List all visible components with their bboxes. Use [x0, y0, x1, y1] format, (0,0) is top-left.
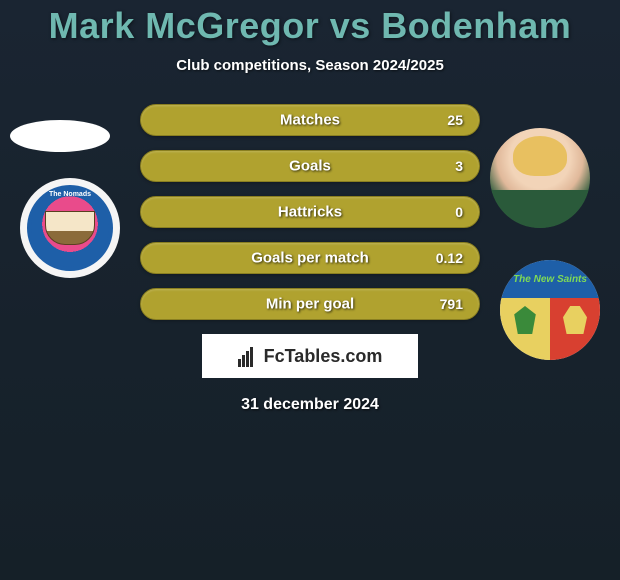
stat-label: Min per goal [266, 296, 354, 313]
stats-area: Matches 25 Goals 3 Hattricks 0 Goals per… [0, 104, 620, 320]
stat-value-right: 0 [455, 204, 463, 220]
stat-label: Goals per match [251, 250, 369, 267]
stat-bar-hattricks: Hattricks 0 [140, 196, 480, 228]
stat-value-right: 25 [447, 112, 463, 128]
stat-label: Matches [280, 112, 340, 129]
bar-chart-icon [238, 345, 260, 367]
stat-bar-min-per-goal: Min per goal 791 [140, 288, 480, 320]
stat-bar-goals-per-match: Goals per match 0.12 [140, 242, 480, 274]
stat-bar-matches: Matches 25 [140, 104, 480, 136]
subtitle: Club competitions, Season 2024/2025 [0, 57, 620, 74]
stat-value-right: 0.12 [436, 250, 463, 266]
logo-text: FcTables.com [264, 346, 383, 367]
stat-bar-goals: Goals 3 [140, 150, 480, 182]
comparison-card: Mark McGregor vs Bodenham Club competiti… [0, 0, 620, 414]
date-text: 31 december 2024 [0, 396, 620, 414]
stat-value-right: 3 [455, 158, 463, 174]
page-title: Mark McGregor vs Bodenham [0, 5, 620, 47]
stat-value-right: 791 [440, 296, 463, 312]
stat-label: Hattricks [278, 204, 342, 221]
stat-bars: Matches 25 Goals 3 Hattricks 0 Goals per… [140, 104, 480, 320]
stat-label: Goals [289, 158, 331, 175]
logo-box[interactable]: FcTables.com [202, 334, 418, 378]
